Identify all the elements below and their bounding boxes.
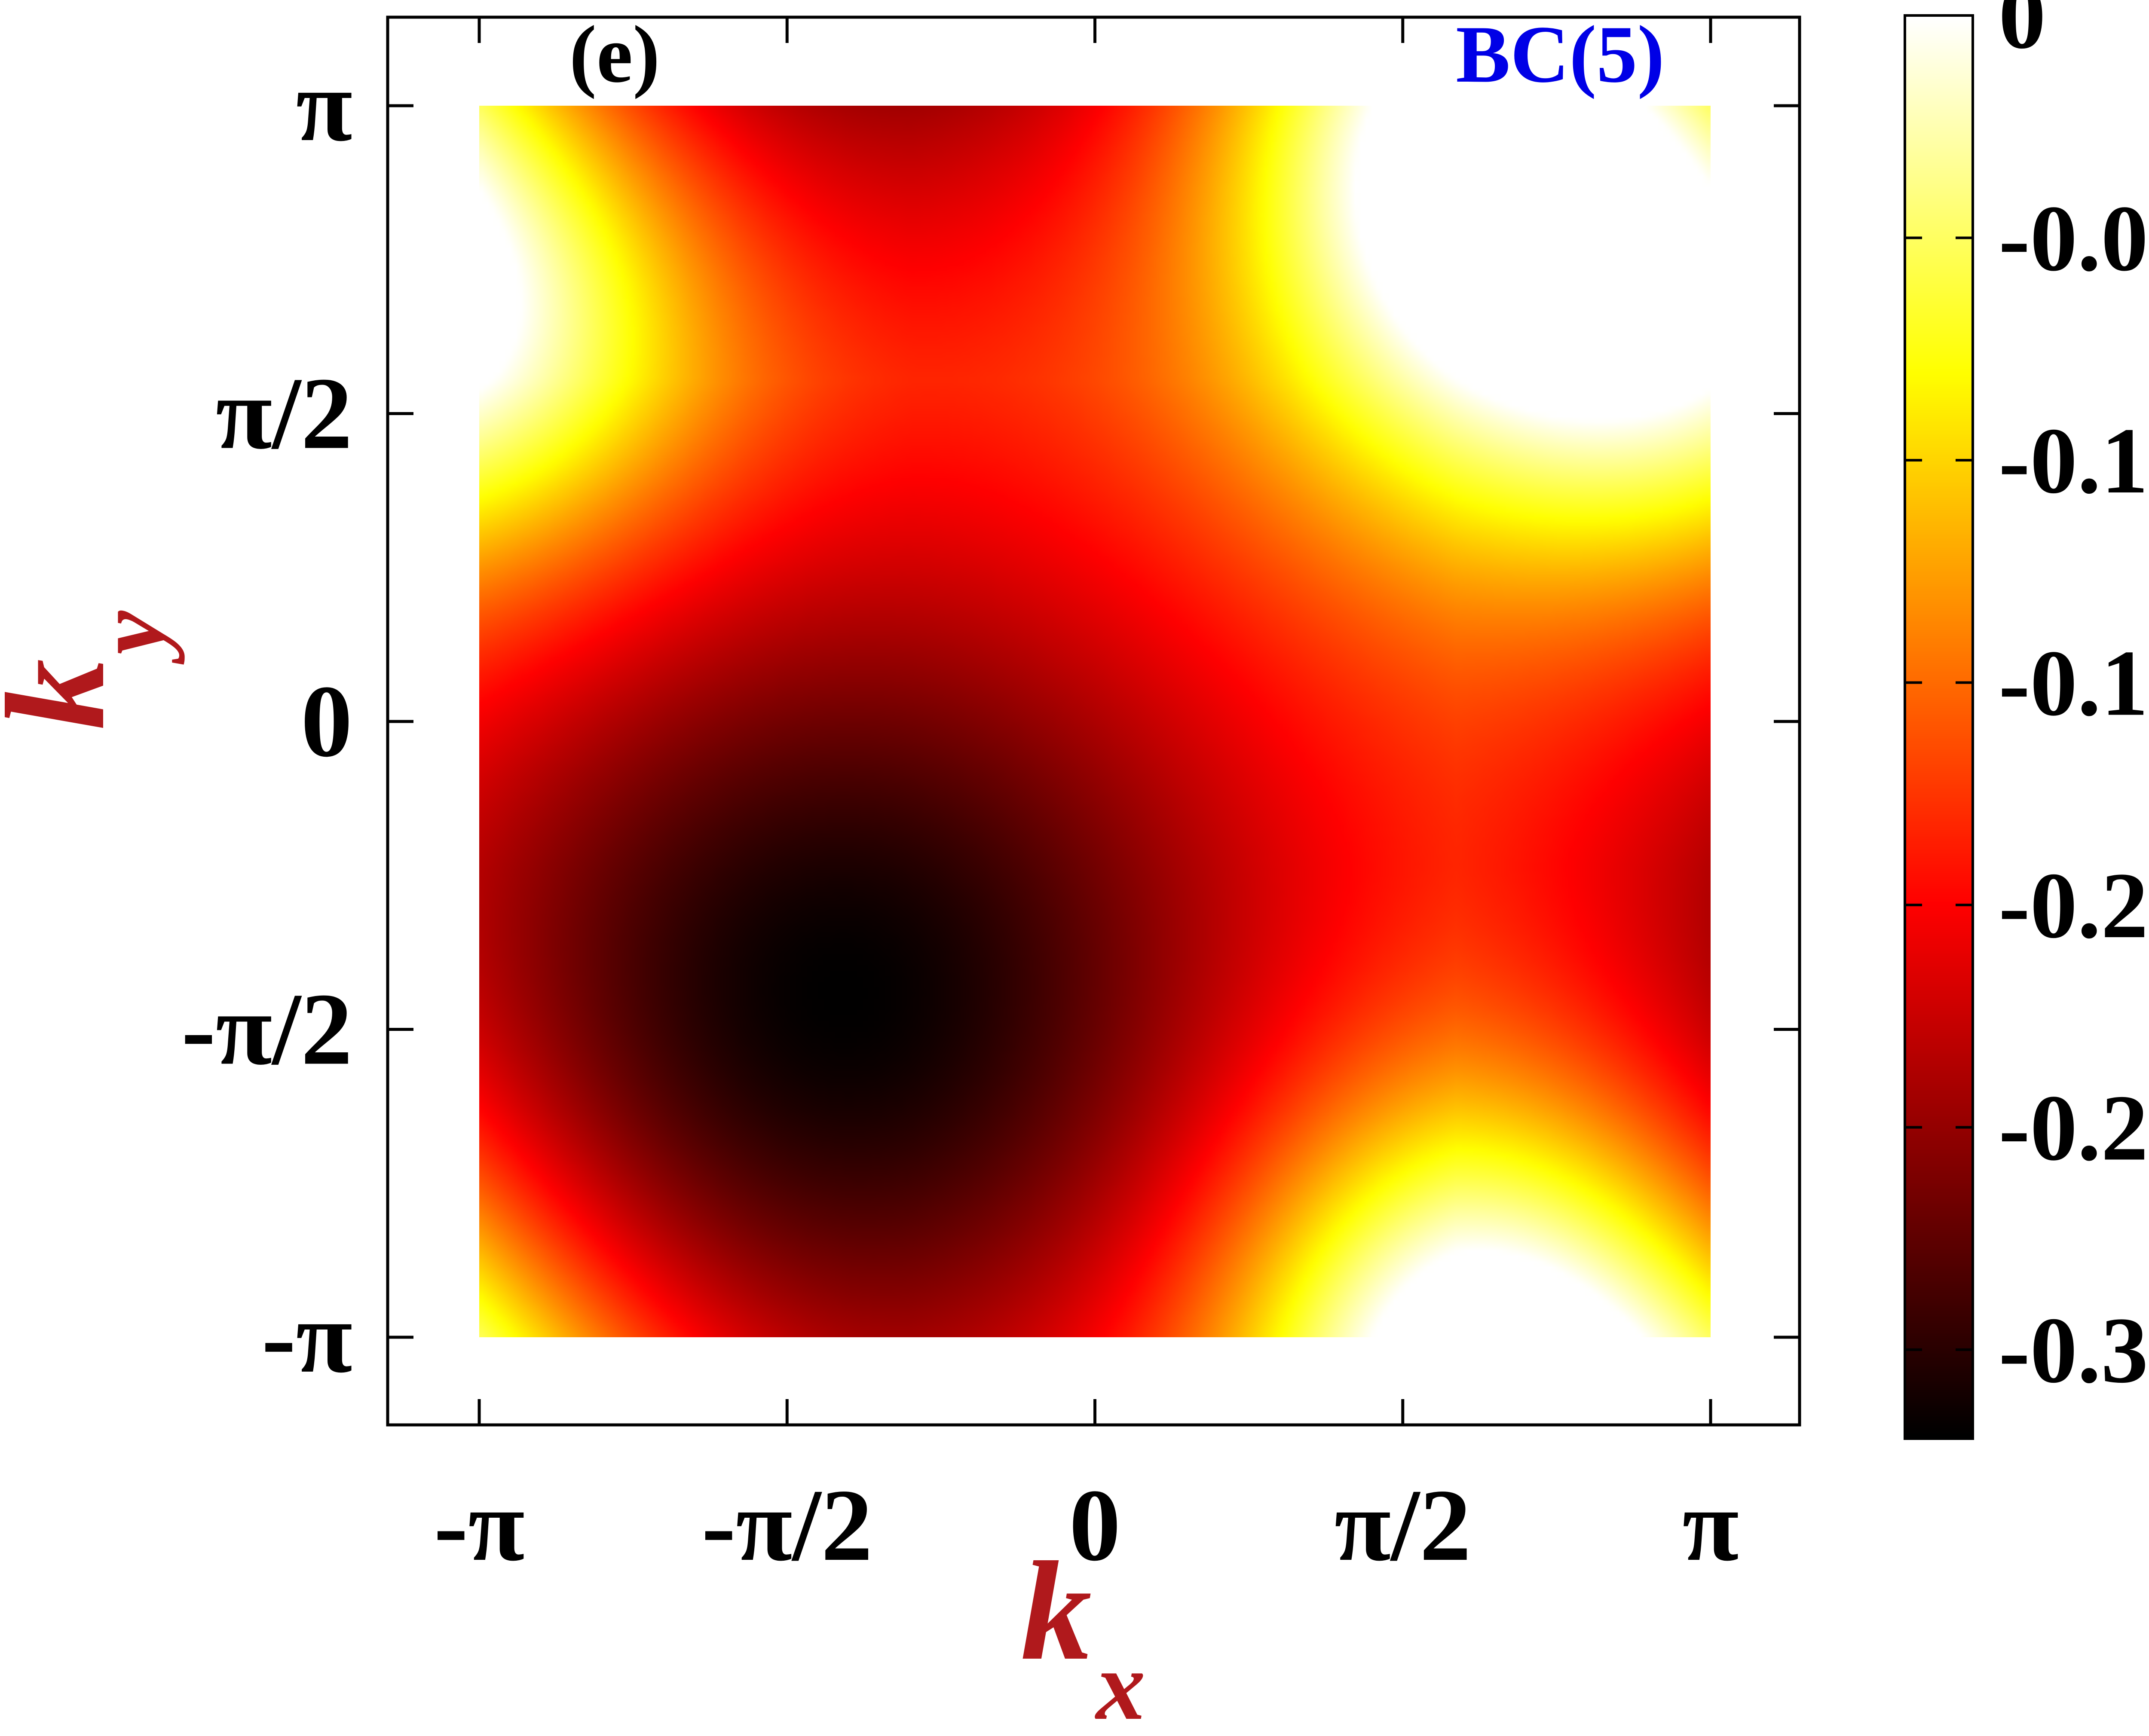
colorbar-tick-label: -0.2	[1999, 853, 2148, 958]
colorbar-gradient	[1905, 15, 1973, 1439]
colorbar-tick-label: -0.3	[1999, 1298, 2148, 1403]
y-tick-label: -π	[262, 1280, 352, 1394]
y-tick-label: -π/2	[181, 972, 352, 1086]
x-tick-label: 0	[1069, 1468, 1121, 1582]
panel-label: (e)	[569, 9, 660, 100]
y-tick-label: π	[296, 48, 352, 162]
x-tick-label: -π/2	[701, 1468, 872, 1582]
y-axis-label-subscript: y	[75, 611, 185, 665]
heatmap-layer	[479, 106, 1711, 1337]
x-tick-label: π/2	[1335, 1468, 1471, 1582]
colorbar-tick-label: -0.05	[1999, 186, 2149, 291]
colorbar-frame	[1904, 14, 1974, 1440]
x-axis-ticks	[478, 17, 1712, 1425]
x-axis-label-main: k	[1021, 1533, 1092, 1690]
colorbar-ticks	[1905, 14, 1973, 1351]
heatmap-image	[479, 106, 1711, 1337]
colorbar: 0 -0.05 -0.1 -0.15 -0.2 -0.25 -0.3	[1904, 0, 2149, 1440]
x-axis-label: kx	[1021, 1533, 1145, 1736]
y-axis-label-main: k	[0, 659, 134, 730]
y-axis-label: ky	[0, 611, 185, 730]
y-tick-label: 0	[301, 664, 352, 778]
colorbar-tick-label: -0.25	[1999, 1076, 2149, 1180]
y-tick-label: π/2	[216, 356, 352, 470]
x-axis-tick-labels: -π -π/2 0 π/2 π	[434, 1468, 1739, 1582]
band-annotation: BC(5)	[1456, 9, 1664, 100]
colorbar-tick-label: 0	[1999, 0, 2046, 68]
y-axis-ticks	[388, 104, 1800, 1339]
x-tick-label: -π	[434, 1468, 524, 1582]
x-axis-label-subscript: x	[1095, 1631, 1145, 1736]
y-axis-tick-labels: π π/2 0 -π/2 -π	[181, 48, 352, 1394]
colorbar-tick-label: -0.15	[1999, 631, 2149, 736]
colorbar-tick-labels: 0 -0.05 -0.1 -0.15 -0.2 -0.25 -0.3	[1999, 0, 2149, 1403]
x-tick-label: π	[1682, 1468, 1739, 1582]
colorbar-tick-label: -0.1	[1999, 408, 2148, 513]
